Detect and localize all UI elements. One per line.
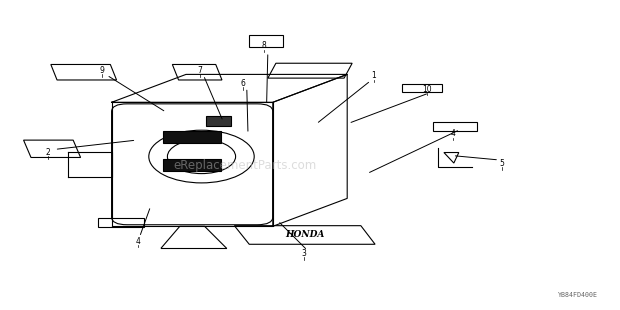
Text: 1: 1 <box>371 71 376 81</box>
Bar <box>98 218 144 227</box>
Bar <box>402 84 442 92</box>
Text: HONDA: HONDA <box>285 230 325 240</box>
Text: 7: 7 <box>197 66 202 75</box>
Text: 8: 8 <box>261 41 266 51</box>
Text: 2: 2 <box>46 148 51 157</box>
Bar <box>433 122 477 131</box>
Bar <box>249 35 283 47</box>
Bar <box>206 116 231 126</box>
Text: YB84FD400E: YB84FD400E <box>558 292 598 298</box>
Text: 9: 9 <box>100 66 105 75</box>
Text: 6: 6 <box>241 79 246 88</box>
Bar <box>163 131 221 143</box>
Text: 5: 5 <box>500 159 505 168</box>
Text: 4: 4 <box>135 237 140 246</box>
Text: 4: 4 <box>450 129 455 139</box>
Bar <box>163 159 221 171</box>
Text: 3: 3 <box>301 249 306 258</box>
Text: eReplacementParts.com: eReplacementParts.com <box>173 159 317 172</box>
Text: 10: 10 <box>422 85 432 94</box>
